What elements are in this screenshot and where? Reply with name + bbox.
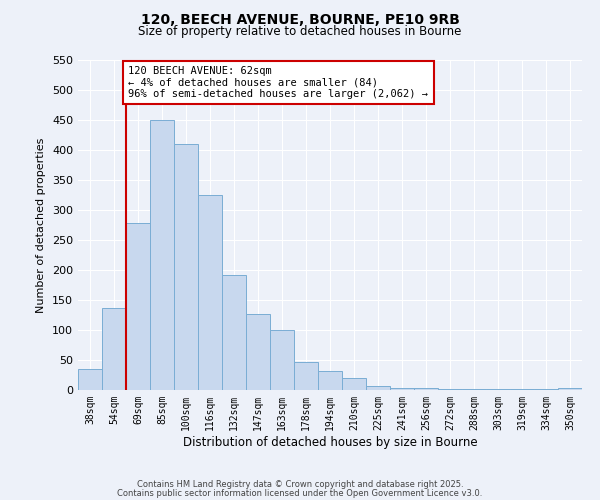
Bar: [102, 308, 126, 390]
Text: Contains HM Land Registry data © Crown copyright and database right 2025.: Contains HM Land Registry data © Crown c…: [137, 480, 463, 489]
Bar: [126, 223, 150, 390]
Bar: [78, 369, 102, 390]
Text: Contains public sector information licensed under the Open Government Licence v3: Contains public sector information licen…: [118, 488, 482, 498]
Bar: [198, 195, 222, 390]
Y-axis label: Number of detached properties: Number of detached properties: [37, 138, 46, 312]
Bar: [318, 372, 342, 390]
Bar: [342, 378, 366, 390]
Bar: [558, 388, 582, 390]
Bar: [294, 362, 318, 390]
X-axis label: Distribution of detached houses by size in Bourne: Distribution of detached houses by size …: [182, 436, 478, 448]
Bar: [174, 144, 198, 390]
Bar: [222, 275, 246, 390]
Bar: [150, 120, 174, 390]
Bar: [390, 388, 414, 390]
Text: 120, BEECH AVENUE, BOURNE, PE10 9RB: 120, BEECH AVENUE, BOURNE, PE10 9RB: [140, 12, 460, 26]
Bar: [438, 389, 462, 390]
Bar: [414, 388, 438, 390]
Bar: [366, 386, 390, 390]
Bar: [270, 330, 294, 390]
Bar: [462, 389, 486, 390]
Text: Size of property relative to detached houses in Bourne: Size of property relative to detached ho…: [139, 25, 461, 38]
Text: 120 BEECH AVENUE: 62sqm
← 4% of detached houses are smaller (84)
96% of semi-det: 120 BEECH AVENUE: 62sqm ← 4% of detached…: [128, 66, 428, 99]
Bar: [246, 314, 270, 390]
